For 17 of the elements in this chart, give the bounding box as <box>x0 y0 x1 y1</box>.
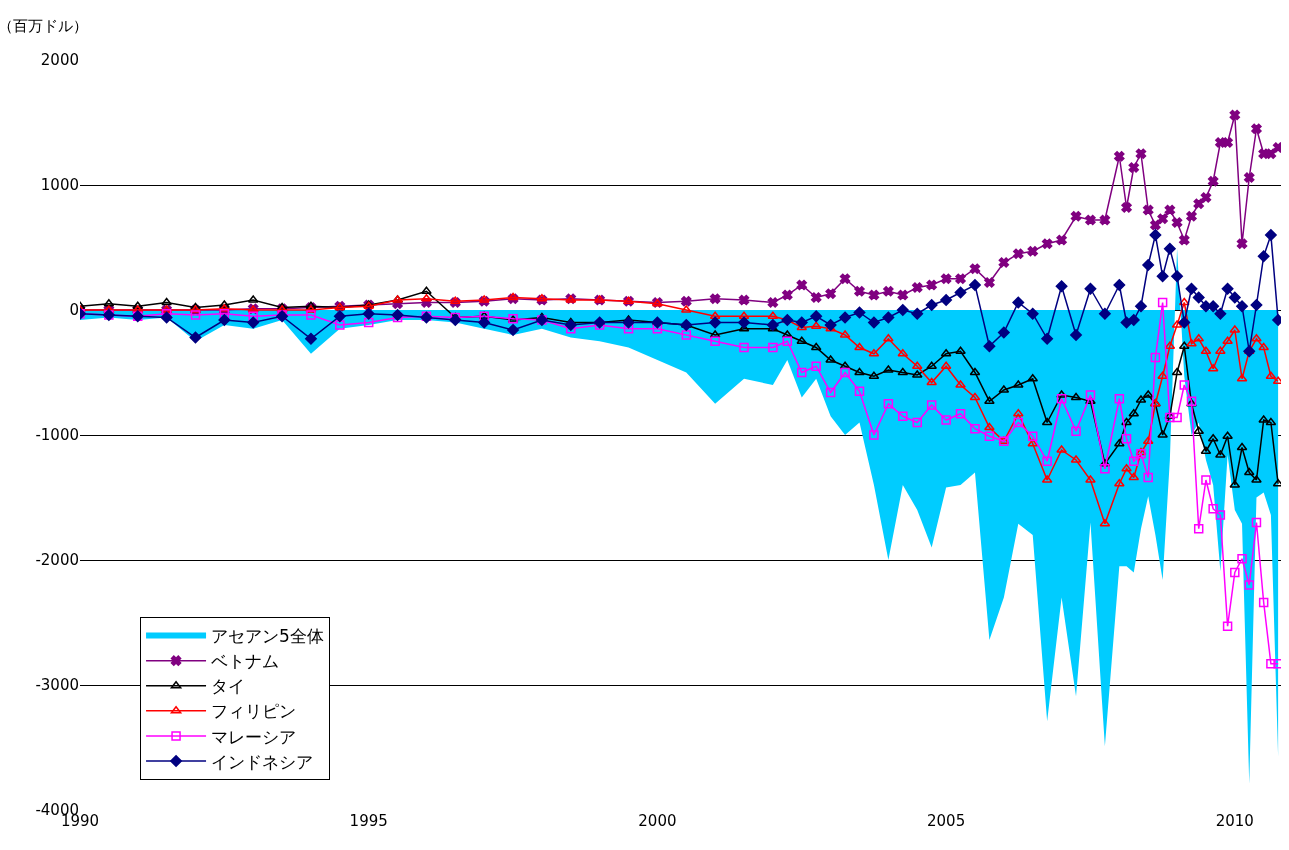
legend-label: フィリピン <box>211 701 297 722</box>
legend-label: タイ <box>211 676 246 697</box>
y-tick-label: 2000 <box>40 51 79 70</box>
y-tick-label: 0 <box>69 301 79 320</box>
y-tick-label: -2000 <box>35 551 79 570</box>
y-tick-label: -3000 <box>35 676 79 695</box>
legend-label: アセアン5全体 <box>211 626 324 647</box>
legend-label: マレーシア <box>211 726 297 747</box>
y-tick-label: 1000 <box>40 176 79 195</box>
y-axis-title: （百万ドル） <box>0 17 88 35</box>
legend-label: インドネシア <box>211 751 314 772</box>
x-tick-label: 2000 <box>638 812 677 830</box>
legend-label: ベトナム <box>211 651 280 672</box>
x-tick-label: 1995 <box>349 812 388 830</box>
x-tick-label: 2005 <box>927 812 966 830</box>
x-tick-label: 2010 <box>1215 812 1254 830</box>
y-tick-label: -1000 <box>35 426 79 445</box>
